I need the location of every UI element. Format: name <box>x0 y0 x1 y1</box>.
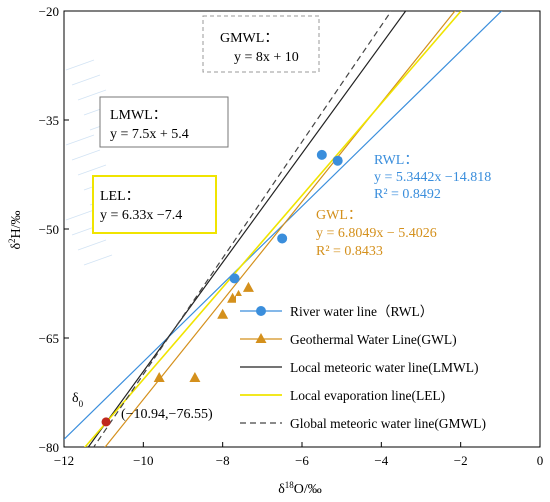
legend-label-rwl: River water line（RWL） <box>290 304 433 319</box>
gwl-point <box>153 371 165 382</box>
data-points <box>101 149 343 427</box>
gmwl-annotation: GMWL： y = 8x + 10 <box>202 15 320 73</box>
background-hatching <box>65 59 119 266</box>
gwl-annotation: GWL： y = 6.8049x − 5.4026 R² = 0.8433 <box>316 208 437 259</box>
y-tick-label: −80 <box>39 440 59 455</box>
x-tick-label: −10 <box>133 453 153 468</box>
legend-marker-rwl <box>256 306 266 316</box>
gwl-equation: y = 6.8049x − 5.4026 <box>316 226 437 241</box>
rwl-equation: y = 5.3442x −14.818 <box>374 170 491 185</box>
lmwl-annotation: LMWL： y = 7.5x + 5.4 <box>99 96 229 148</box>
gmwl-equation: y = 8x + 10 <box>234 50 299 65</box>
y-tick-label: −50 <box>39 222 59 237</box>
legend-marker-gwl <box>255 333 267 343</box>
y-tick-label: −20 <box>39 4 59 19</box>
lel-equation: y = 6.33x −7.4 <box>100 208 182 223</box>
rwl-annotation: RWL： y = 5.3442x −14.818 R² = 0.8492 <box>374 153 491 202</box>
legend-label-gmwl: Global meteoric water line(GMWL) <box>290 416 486 431</box>
gwl-r-squared: R² = 0.8433 <box>316 244 383 259</box>
x-axis-ticks: −12 −10 −8 −6 −4 −2 0 <box>54 442 543 468</box>
rwl-point <box>316 149 327 160</box>
x-tick-label: 0 <box>537 453 544 468</box>
origin-point-symbol: δ0 <box>72 391 84 409</box>
legend-label-gwl: Geothermal Water Line(GWL) <box>290 332 457 347</box>
gwl-point <box>242 281 254 292</box>
x-tick-label: −4 <box>374 453 388 468</box>
regression-lines <box>64 11 503 447</box>
gwl-title: GWL： <box>316 208 362 223</box>
rwl-line <box>64 11 503 440</box>
lel-line <box>83 11 463 447</box>
rwl-point <box>277 233 288 244</box>
gwl-point <box>227 292 239 303</box>
x-tick-label: −12 <box>54 453 74 468</box>
gwl-point <box>189 371 201 382</box>
gmwl-title: GMWL： <box>220 31 278 46</box>
rwl-point <box>229 273 240 284</box>
lel-annotation: LEL： y = 6.33x −7.4 <box>92 175 217 234</box>
legend-label-lel: Local evaporation line(LEL) <box>290 388 445 403</box>
origin-point <box>101 417 111 427</box>
x-tick-label: −6 <box>295 453 309 468</box>
x-tick-label: −8 <box>216 453 230 468</box>
gwl-point <box>217 308 229 319</box>
rwl-title: RWL： <box>374 153 418 168</box>
legend-label-lmwl: Local meteoric water line(LMWL) <box>290 360 479 375</box>
legend: River water line（RWL） Geothermal Water Li… <box>236 296 538 440</box>
lmwl-line <box>87 11 407 447</box>
y-tick-label: −65 <box>39 331 59 346</box>
y-axis-ticks: −20 −35 −50 −65 −80 <box>39 4 69 455</box>
x-tick-label: −2 <box>454 453 468 468</box>
gwl-line <box>104 11 456 447</box>
rwl-r-squared: R² = 0.8492 <box>374 187 441 202</box>
gmwl-line <box>93 11 392 447</box>
x-axis-title: δ18O/‰ <box>278 480 322 497</box>
lel-title: LEL： <box>100 189 140 204</box>
lmwl-equation: y = 7.5x + 5.4 <box>110 127 189 142</box>
y-axis-title: δ2H/‰ <box>7 210 24 249</box>
legend-background <box>236 296 538 440</box>
origin-point-label: (−10.94,−76.55) <box>121 407 213 422</box>
y-tick-label: −35 <box>39 113 59 128</box>
lmwl-title: LMWL： <box>110 108 167 123</box>
rwl-point <box>332 155 343 166</box>
